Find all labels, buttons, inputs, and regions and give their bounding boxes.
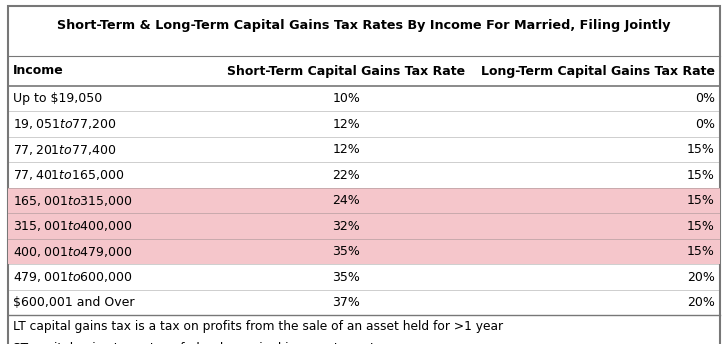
Text: 15%: 15%: [687, 245, 715, 258]
Text: 12%: 12%: [332, 118, 360, 131]
Text: 32%: 32%: [332, 220, 360, 233]
Text: $400,001 to $479,000: $400,001 to $479,000: [13, 245, 132, 259]
Text: $315,001 to $400,000: $315,001 to $400,000: [13, 219, 132, 233]
Text: 15%: 15%: [687, 169, 715, 182]
Text: Up to $19,050: Up to $19,050: [13, 92, 102, 105]
Text: Short-Term & Long-Term Capital Gains Tax Rates By Income For Married, Filing Joi: Short-Term & Long-Term Capital Gains Tax…: [58, 19, 670, 32]
Text: Long-Term Capital Gains Tax Rate: Long-Term Capital Gains Tax Rate: [481, 65, 715, 77]
Text: $600,001 and Over: $600,001 and Over: [13, 296, 135, 309]
Text: 10%: 10%: [332, 92, 360, 105]
Text: 15%: 15%: [687, 220, 715, 233]
Text: $77,201 to $77,400: $77,201 to $77,400: [13, 143, 116, 157]
Text: LT capital gains tax is a tax on profits from the sale of an asset held for >1 y: LT capital gains tax is a tax on profits…: [13, 320, 503, 333]
Text: 24%: 24%: [332, 194, 360, 207]
Text: 35%: 35%: [332, 271, 360, 284]
Text: 35%: 35%: [332, 245, 360, 258]
Text: 12%: 12%: [332, 143, 360, 156]
Text: Income: Income: [13, 65, 64, 77]
Text: 20%: 20%: [687, 271, 715, 284]
Text: 15%: 15%: [687, 194, 715, 207]
Text: $479,001 to $600,000: $479,001 to $600,000: [13, 270, 132, 284]
Text: 22%: 22%: [332, 169, 360, 182]
Text: 0%: 0%: [695, 118, 715, 131]
Text: $19,051 to $77,200: $19,051 to $77,200: [13, 117, 116, 131]
Text: Short-Term Capital Gains Tax Rate: Short-Term Capital Gains Tax Rate: [227, 65, 465, 77]
Text: $77,401 to $165,000: $77,401 to $165,000: [13, 168, 124, 182]
Text: 37%: 37%: [332, 296, 360, 309]
FancyBboxPatch shape: [8, 188, 720, 214]
Text: 15%: 15%: [687, 143, 715, 156]
FancyBboxPatch shape: [8, 6, 720, 344]
Text: 20%: 20%: [687, 296, 715, 309]
FancyBboxPatch shape: [8, 239, 720, 265]
FancyBboxPatch shape: [8, 214, 720, 239]
Text: 0%: 0%: [695, 92, 715, 105]
Text: $165,001 to $315,000: $165,001 to $315,000: [13, 194, 132, 208]
Text: ST capital gains tax rate = federal marginal income tax rate: ST capital gains tax rate = federal marg…: [13, 342, 382, 344]
